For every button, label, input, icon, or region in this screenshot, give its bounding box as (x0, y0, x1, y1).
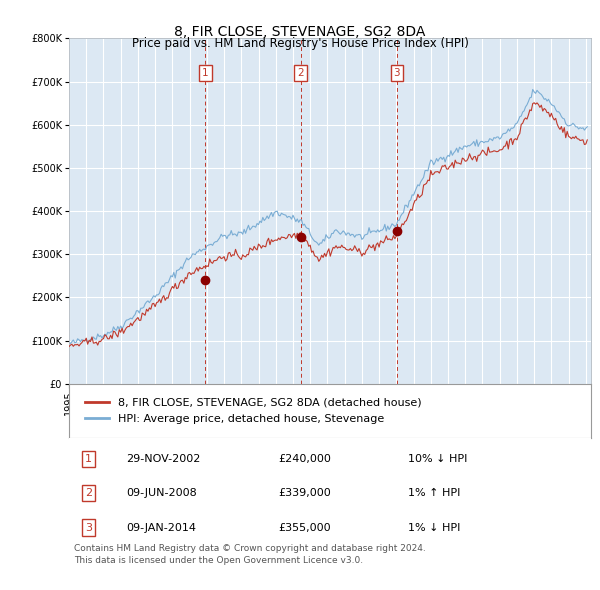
Text: 3: 3 (394, 68, 400, 78)
Text: £355,000: £355,000 (278, 523, 331, 533)
Text: 2: 2 (85, 488, 92, 498)
Text: 1% ↑ HPI: 1% ↑ HPI (409, 488, 461, 498)
Text: 09-JUN-2008: 09-JUN-2008 (127, 488, 197, 498)
Text: 10% ↓ HPI: 10% ↓ HPI (409, 454, 467, 464)
Legend: 8, FIR CLOSE, STEVENAGE, SG2 8DA (detached house), HPI: Average price, detached : 8, FIR CLOSE, STEVENAGE, SG2 8DA (detach… (85, 398, 422, 424)
Text: 8, FIR CLOSE, STEVENAGE, SG2 8DA: 8, FIR CLOSE, STEVENAGE, SG2 8DA (175, 25, 425, 39)
Text: 1: 1 (85, 454, 92, 464)
Text: Price paid vs. HM Land Registry's House Price Index (HPI): Price paid vs. HM Land Registry's House … (131, 37, 469, 50)
Text: 3: 3 (85, 523, 92, 533)
Text: Contains HM Land Registry data © Crown copyright and database right 2024.
This d: Contains HM Land Registry data © Crown c… (74, 544, 426, 565)
Text: 1: 1 (202, 68, 209, 78)
Text: 2: 2 (297, 68, 304, 78)
Text: 1% ↓ HPI: 1% ↓ HPI (409, 523, 461, 533)
Text: £240,000: £240,000 (278, 454, 331, 464)
Text: 09-JAN-2014: 09-JAN-2014 (127, 523, 196, 533)
Text: £339,000: £339,000 (278, 488, 331, 498)
Text: 29-NOV-2002: 29-NOV-2002 (127, 454, 201, 464)
